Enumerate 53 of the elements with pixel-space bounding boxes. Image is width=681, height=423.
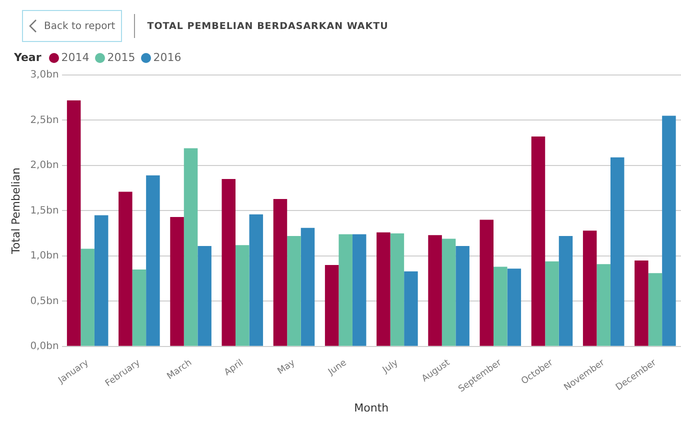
bar — [480, 220, 494, 346]
bar — [222, 179, 236, 346]
y-tick-label: 0,5bn — [30, 296, 59, 307]
y-tick-label: 0,0bn — [30, 341, 59, 352]
text: Back to report — [44, 20, 116, 32]
bar — [146, 175, 160, 346]
x-axis-title: Month — [354, 401, 389, 414]
bar — [545, 261, 559, 346]
bar — [300, 228, 315, 346]
bar — [352, 234, 366, 346]
legend-label: 2016 — [153, 51, 182, 64]
bar — [494, 266, 508, 346]
bar — [456, 246, 470, 346]
bar — [236, 245, 250, 346]
y-tick-label: 3,0bn — [30, 70, 59, 81]
bar — [170, 217, 184, 346]
legend-label: 2015 — [107, 51, 136, 64]
bar — [531, 136, 546, 346]
bar — [94, 215, 108, 346]
bar — [198, 246, 212, 346]
bar — [404, 271, 418, 346]
bar — [507, 268, 522, 346]
bar — [132, 270, 146, 346]
bar — [66, 100, 81, 346]
y-tick-label: 1,0bn — [30, 250, 59, 262]
bar — [118, 192, 132, 346]
bar — [273, 198, 288, 346]
bar — [390, 233, 404, 346]
bar — [662, 116, 676, 346]
y-tick-label: 1,5bn — [30, 205, 59, 216]
x-tick-label: July — [380, 358, 401, 376]
bar — [184, 148, 198, 346]
bar — [80, 248, 94, 346]
bar — [582, 230, 597, 346]
bar — [648, 273, 662, 346]
y-tick-label: 2,5bn — [30, 114, 59, 126]
bar — [428, 235, 442, 346]
legend-title: Year — [14, 51, 42, 64]
bar — [610, 157, 624, 346]
bar — [324, 264, 339, 346]
bar — [376, 232, 390, 346]
y-axis-title: Total Pembelian — [9, 167, 22, 255]
bar — [596, 264, 610, 346]
chart-title: TOTAL PEMBELIAN BERDASARKAN WAKTU — [147, 20, 388, 32]
y-tick-label: 2,0bn — [30, 160, 59, 172]
legend-label: 2014 — [61, 51, 90, 64]
bar — [249, 214, 264, 346]
bar — [287, 236, 301, 346]
bar — [558, 236, 573, 346]
bar — [442, 238, 456, 346]
bar — [338, 234, 352, 346]
x-tick-label: May — [276, 358, 298, 377]
bar — [634, 260, 648, 346]
